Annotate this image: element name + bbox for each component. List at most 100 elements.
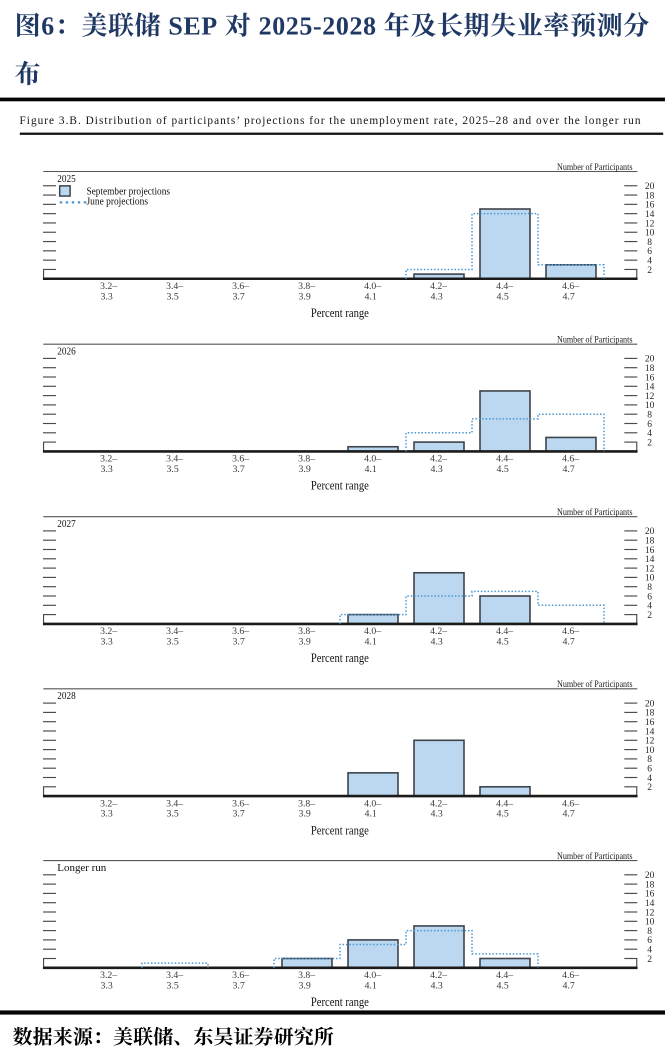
svg-text:3.9: 3.9 (299, 291, 312, 301)
svg-text:3.6–: 3.6– (232, 281, 249, 291)
svg-text:3.3: 3.3 (101, 291, 114, 301)
svg-text:Longer run: Longer run (57, 863, 106, 874)
svg-text:20: 20 (645, 871, 655, 881)
svg-text:10: 10 (645, 574, 655, 584)
svg-text:3.4–: 3.4– (166, 626, 183, 636)
svg-text:4.4–: 4.4– (496, 970, 513, 980)
svg-text:Percent range: Percent range (311, 822, 369, 837)
svg-text:12: 12 (645, 737, 655, 747)
svg-text:4: 4 (647, 774, 652, 784)
svg-text:4.2–: 4.2– (430, 798, 447, 808)
svg-text:3.6–: 3.6– (232, 454, 249, 464)
svg-text:3.4–: 3.4– (166, 281, 183, 291)
svg-text:2027: 2027 (57, 519, 75, 530)
svg-text:8: 8 (647, 411, 652, 421)
svg-text:2028: 2028 (57, 691, 75, 702)
svg-text:4.5: 4.5 (497, 980, 510, 990)
svg-text:Number of Participants: Number of Participants (557, 679, 633, 690)
svg-text:Percent range: Percent range (311, 478, 369, 493)
svg-text:18: 18 (645, 709, 655, 719)
svg-text:16: 16 (645, 373, 655, 383)
svg-text:14: 14 (645, 555, 655, 565)
svg-text:14: 14 (645, 383, 655, 393)
svg-text:4.3: 4.3 (431, 464, 444, 474)
svg-text:3.9: 3.9 (299, 464, 312, 474)
svg-text:18: 18 (645, 537, 655, 547)
svg-text:3.7: 3.7 (233, 637, 246, 647)
svg-text:8: 8 (647, 238, 652, 248)
svg-text:4: 4 (647, 429, 652, 439)
svg-text:10: 10 (645, 401, 655, 411)
svg-text:12: 12 (645, 908, 655, 918)
svg-text:4.6–: 4.6– (562, 281, 579, 291)
svg-text:Percent range: Percent range (311, 994, 369, 1009)
svg-text:4.3: 4.3 (431, 637, 444, 647)
svg-text:3.5: 3.5 (167, 464, 180, 474)
svg-text:2: 2 (647, 955, 652, 965)
svg-text:8: 8 (647, 755, 652, 765)
svg-text:3.7: 3.7 (233, 291, 246, 301)
svg-text:3.2–: 3.2– (100, 798, 117, 808)
svg-text:Number of Participants: Number of Participants (557, 851, 633, 862)
svg-text:3.9: 3.9 (299, 980, 312, 990)
svg-text:4.0–: 4.0– (364, 281, 381, 291)
svg-text:4.3: 4.3 (431, 291, 444, 301)
svg-text:12: 12 (645, 564, 655, 574)
svg-text:4.0–: 4.0– (364, 454, 381, 464)
svg-text:3.2–: 3.2– (100, 970, 117, 980)
svg-text:3.3: 3.3 (101, 980, 114, 990)
svg-text:18: 18 (645, 364, 655, 374)
svg-text:4.6–: 4.6– (562, 626, 579, 636)
svg-text:10: 10 (645, 918, 655, 928)
svg-text:4.2–: 4.2– (430, 970, 447, 980)
svg-text:3.3: 3.3 (101, 464, 114, 474)
svg-text:Number of Participants: Number of Participants (557, 507, 633, 518)
svg-text:4.4–: 4.4– (496, 454, 513, 464)
svg-text:3.7: 3.7 (233, 980, 246, 990)
svg-text:6: 6 (647, 592, 652, 602)
svg-text:2: 2 (647, 783, 652, 793)
svg-text:8: 8 (647, 927, 652, 937)
svg-text:3.9: 3.9 (299, 809, 312, 819)
svg-text:12: 12 (645, 392, 655, 402)
svg-text:16: 16 (645, 201, 655, 211)
svg-text:4.7: 4.7 (563, 809, 576, 819)
svg-text:3.3: 3.3 (101, 809, 114, 819)
svg-text:4.6–: 4.6– (562, 970, 579, 980)
svg-text:2026: 2026 (57, 346, 75, 357)
svg-text:14: 14 (645, 210, 655, 220)
svg-text:18: 18 (645, 880, 655, 890)
svg-text:4.3: 4.3 (431, 809, 444, 819)
svg-text:8: 8 (647, 583, 652, 593)
svg-text:3.3: 3.3 (101, 637, 114, 647)
svg-text:3.2–: 3.2– (100, 626, 117, 636)
svg-text:2: 2 (647, 266, 652, 276)
svg-text:Figure 3.B. Distribution of pa: Figure 3.B. Distribution of participants… (20, 115, 641, 127)
svg-text:4.4–: 4.4– (496, 798, 513, 808)
svg-text:4.6–: 4.6– (562, 454, 579, 464)
svg-text:4.2–: 4.2– (430, 454, 447, 464)
svg-text:3.8–: 3.8– (298, 970, 315, 980)
svg-text:6: 6 (647, 765, 652, 775)
svg-text:10: 10 (645, 229, 655, 239)
svg-text:3.8–: 3.8– (298, 798, 315, 808)
svg-text:4.7: 4.7 (563, 637, 576, 647)
svg-text:20: 20 (645, 699, 655, 709)
svg-text:10: 10 (645, 746, 655, 756)
svg-text:4: 4 (647, 946, 652, 956)
svg-text:4.1: 4.1 (365, 291, 378, 301)
svg-text:4.4–: 4.4– (496, 281, 513, 291)
svg-text:16: 16 (645, 718, 655, 728)
svg-text:3.7: 3.7 (233, 464, 246, 474)
svg-text:2: 2 (647, 611, 652, 621)
svg-text:September projections: September projections (87, 186, 171, 197)
svg-text:3.4–: 3.4– (166, 798, 183, 808)
svg-text:3.4–: 3.4– (166, 970, 183, 980)
svg-text:Number of Participants: Number of Participants (557, 334, 633, 345)
svg-text:4.0–: 4.0– (364, 626, 381, 636)
svg-text:3.7: 3.7 (233, 809, 246, 819)
svg-text:4.1: 4.1 (365, 980, 378, 990)
svg-text:6: 6 (647, 247, 652, 257)
svg-text:6: 6 (647, 420, 652, 430)
svg-text:4.3: 4.3 (431, 980, 444, 990)
